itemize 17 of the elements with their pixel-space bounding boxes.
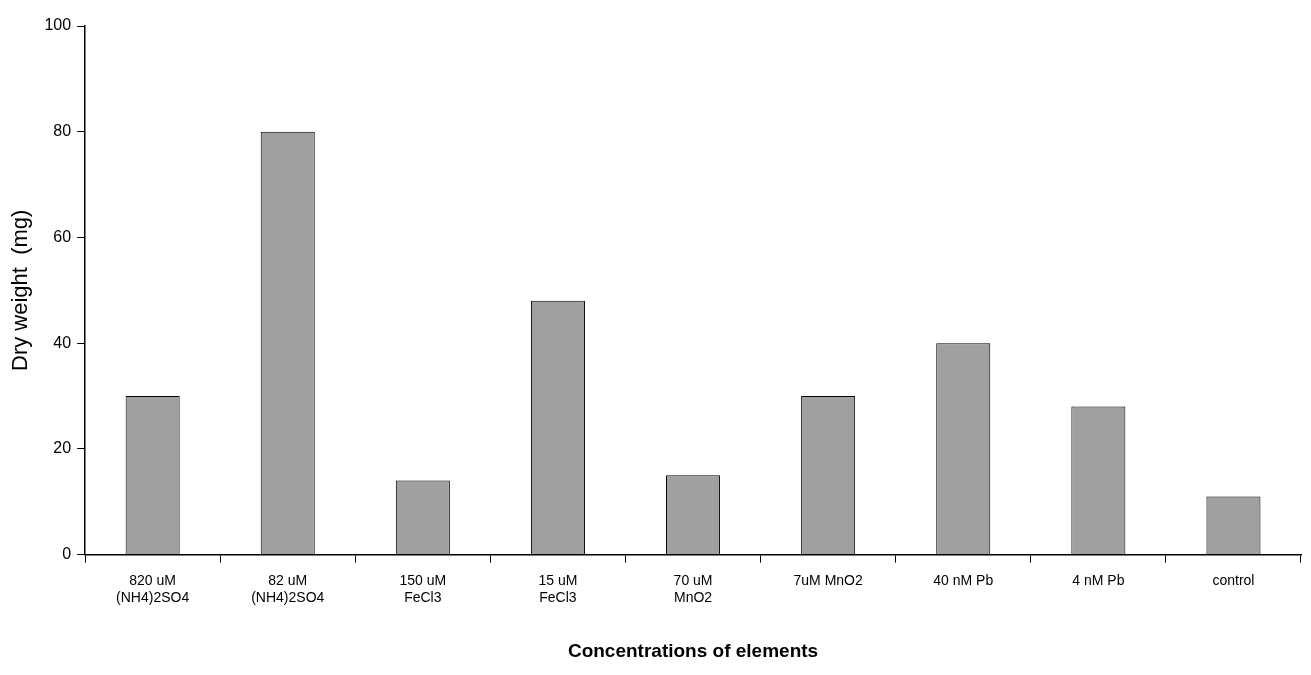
y-tick-label: 20 bbox=[53, 439, 72, 457]
x-tick-label: 70 uM MnO2 bbox=[673, 571, 713, 605]
y-tick-label: 100 bbox=[44, 16, 72, 34]
x-tick-label: 150 uM FeCl3 bbox=[399, 571, 447, 605]
y-tick-label: 0 bbox=[62, 545, 72, 563]
x-tick-label: 40 nM Pb bbox=[933, 571, 994, 588]
x-tick-label: control bbox=[1212, 571, 1255, 588]
y-tick-label: 60 bbox=[53, 227, 72, 245]
x-tick-label: 820 uM (NH4)2SO4 bbox=[116, 571, 190, 605]
x-tick-label: 82 uM (NH4)2SO4 bbox=[251, 571, 325, 605]
x-tick-label: 15 uM FeCl3 bbox=[538, 571, 578, 605]
x-tick-label: 4 nM Pb bbox=[1072, 571, 1125, 588]
y-axis-title: Dry weight (mg) bbox=[7, 209, 33, 371]
y-tick-label: 80 bbox=[53, 122, 72, 140]
x-axis-title: Concentrations of elements bbox=[567, 639, 819, 661]
y-tick-label: 40 bbox=[53, 333, 72, 351]
x-tick-label: 7uM MnO2 bbox=[793, 571, 863, 588]
